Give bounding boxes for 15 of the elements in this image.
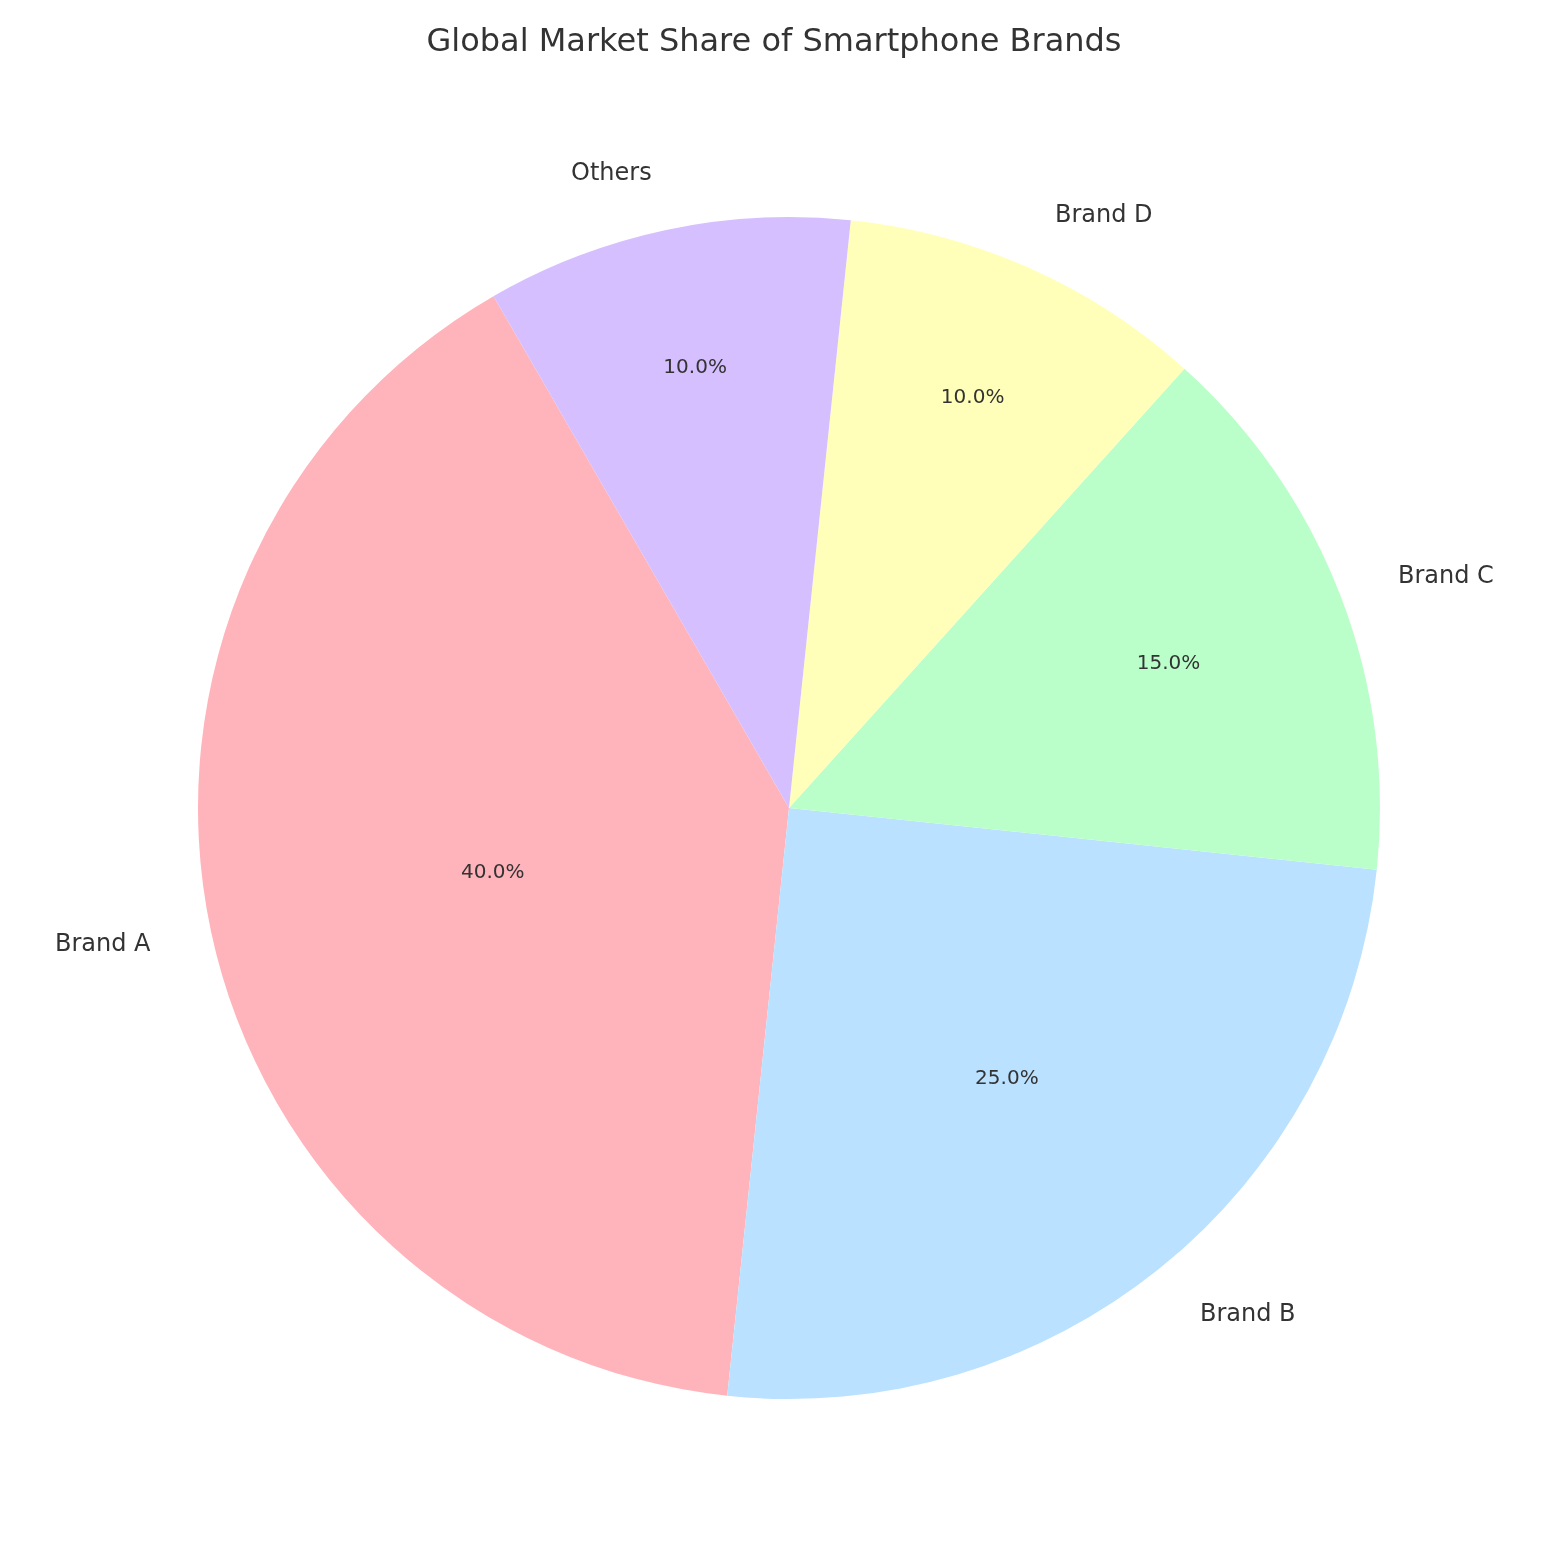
data-label: 10.0% xyxy=(663,354,727,379)
slice-label: Brand B xyxy=(1200,1299,1296,1327)
data-label: 25.0% xyxy=(975,1065,1039,1090)
pie-slice xyxy=(198,296,789,1396)
pie-slice xyxy=(493,217,851,808)
data-label: 15.0% xyxy=(1136,650,1201,675)
slice-label: Brand D xyxy=(1055,200,1153,228)
slice-label: Brand A xyxy=(55,929,152,957)
chart-title: Global Market Share of Smartphone Brands xyxy=(426,21,1122,60)
slice-label: Others xyxy=(571,158,652,186)
data-label: 40.0% xyxy=(460,858,525,883)
pie-slice xyxy=(789,368,1380,870)
data-label: 10.0% xyxy=(940,383,1005,408)
slice-label: Brand C xyxy=(1398,561,1494,589)
pie-slice xyxy=(727,808,1377,1399)
